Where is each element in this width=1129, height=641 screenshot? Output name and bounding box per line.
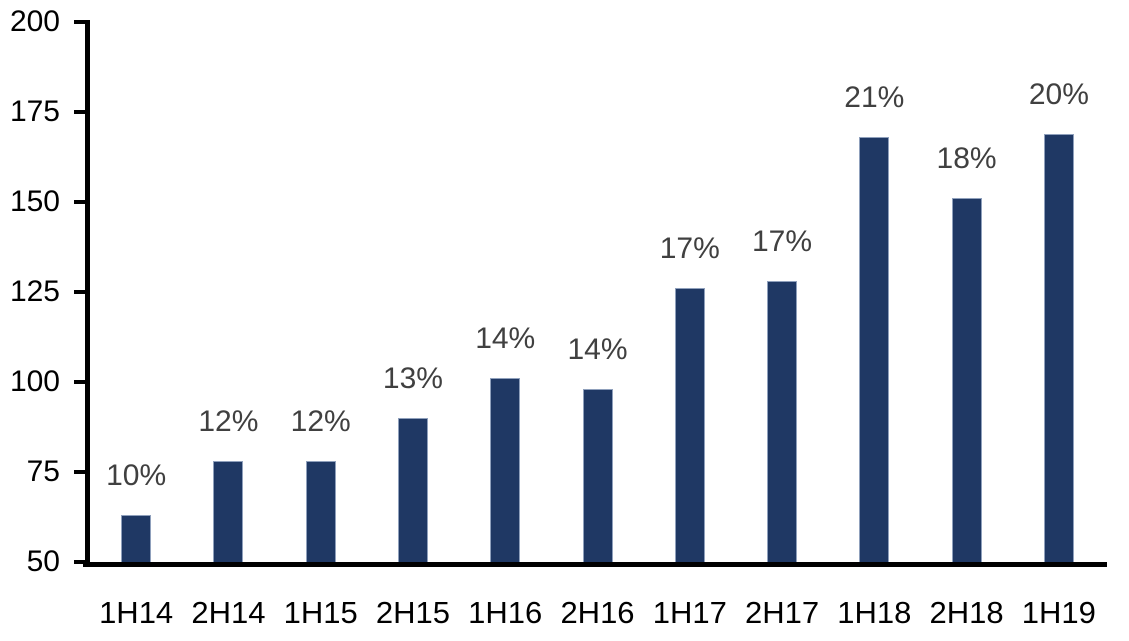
bar-1H16 bbox=[490, 378, 521, 566]
bar-2H18 bbox=[951, 198, 982, 566]
bar-value-label: 21% bbox=[844, 81, 905, 115]
bar-value-label: 18% bbox=[936, 142, 997, 176]
y-axis-tick-label: 150 bbox=[9, 185, 60, 218]
bar-2H17 bbox=[767, 281, 798, 566]
x-axis-tick-label: 1H14 bbox=[99, 595, 174, 630]
y-axis-tick-label: 75 bbox=[26, 455, 60, 488]
x-axis-tick-label: 1H18 bbox=[837, 595, 912, 630]
bar-1H19 bbox=[1043, 133, 1074, 566]
y-axis-tick-mark bbox=[74, 560, 90, 564]
bar-1H14 bbox=[121, 515, 152, 566]
bar-1H15 bbox=[305, 461, 336, 566]
y-axis-tick-label: 100 bbox=[9, 365, 60, 398]
bar-2H15 bbox=[397, 418, 428, 566]
y-axis-tick-mark bbox=[74, 470, 90, 474]
y-axis-line bbox=[85, 20, 90, 567]
x-axis-tick-label: 1H15 bbox=[283, 595, 358, 630]
bar-value-label: 14% bbox=[475, 322, 536, 356]
bar-value-label: 17% bbox=[659, 232, 720, 266]
bar-value-label: 20% bbox=[1028, 77, 1089, 111]
y-axis-tick-label: 125 bbox=[9, 275, 60, 308]
bar-value-label: 10% bbox=[106, 459, 167, 493]
bar-2H16 bbox=[582, 389, 613, 566]
x-axis-tick-label: 1H19 bbox=[1021, 595, 1096, 630]
y-axis-tick-label: 175 bbox=[9, 95, 60, 128]
y-axis-tick-mark bbox=[74, 200, 90, 204]
bar-value-label: 12% bbox=[198, 405, 259, 439]
bar-1H18 bbox=[859, 137, 890, 566]
y-axis-tick-label: 200 bbox=[9, 5, 60, 38]
y-axis-tick-mark bbox=[74, 290, 90, 294]
x-axis-tick-label: 2H18 bbox=[929, 595, 1004, 630]
bar-1H17 bbox=[674, 288, 705, 566]
bar-value-label: 13% bbox=[382, 362, 443, 395]
y-axis-tick-mark bbox=[74, 20, 90, 24]
x-axis-tick-label: 2H14 bbox=[191, 595, 266, 630]
x-axis-tick-label: 2H17 bbox=[744, 595, 820, 630]
y-axis-tick-label: 50 bbox=[26, 545, 60, 578]
y-axis-tick-mark bbox=[74, 110, 90, 114]
x-axis-tick-label: 1H16 bbox=[468, 595, 543, 630]
x-axis-tick-label: 1H17 bbox=[652, 595, 727, 630]
bar-value-label: 14% bbox=[567, 333, 628, 367]
bar-2H14 bbox=[213, 461, 244, 566]
y-axis-tick-mark bbox=[74, 380, 90, 384]
x-axis-tick-label: 2H16 bbox=[560, 595, 635, 630]
bar-value-label: 17% bbox=[752, 225, 813, 259]
x-axis-tick-label: 2H15 bbox=[375, 595, 450, 630]
bar-value-label: 12% bbox=[290, 405, 351, 439]
x-axis-line bbox=[83, 562, 1107, 567]
